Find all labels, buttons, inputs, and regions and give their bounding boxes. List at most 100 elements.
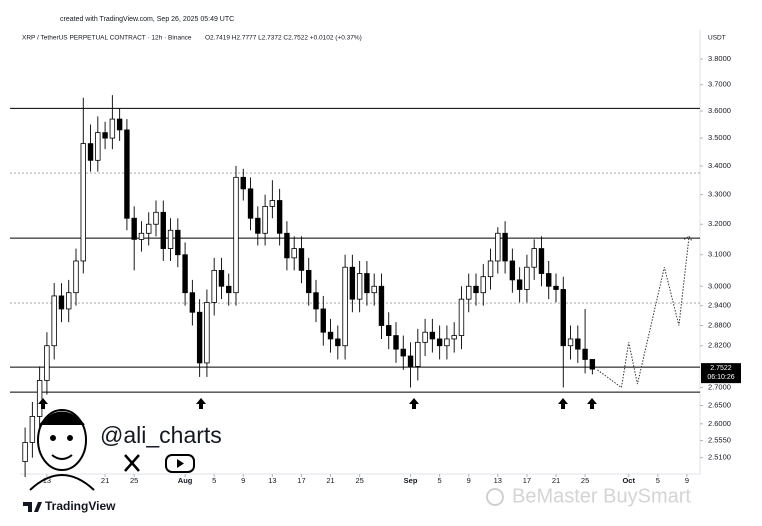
candle-body	[36, 380, 43, 417]
y-tick-label: 2.6500	[708, 400, 731, 409]
youtube-play	[177, 459, 184, 468]
projection-path	[597, 236, 690, 389]
avatar-smile	[51, 454, 73, 460]
candle-body	[313, 292, 319, 310]
y-tick-label: 3.4000	[708, 161, 731, 170]
y-tick-label: 3.1000	[708, 250, 731, 259]
symbol-header: XRP / TetherUS PERPETUAL CONTRACT · 12h …	[22, 35, 192, 42]
avatar	[29, 409, 95, 491]
x-tick-label: 17	[297, 476, 305, 485]
x-tick-label: 5	[656, 476, 660, 485]
candle-body	[415, 341, 421, 367]
candle-body	[73, 260, 79, 294]
candle-body	[400, 348, 406, 357]
y-tick-label: 3.8000	[708, 54, 731, 63]
x-tick-label: Sep	[404, 476, 418, 485]
y-tick-label: 2.6000	[708, 419, 731, 428]
candle-body	[436, 338, 443, 347]
candle-body	[320, 308, 326, 333]
brand-logo	[23, 502, 42, 512]
brand: TradingView	[45, 499, 116, 513]
y-tick-label: 2.7000	[708, 383, 731, 392]
watermark: BeMaster BuySmart	[512, 485, 691, 507]
candle-body	[589, 359, 596, 370]
candle-body	[218, 269, 225, 287]
candle-body	[116, 118, 123, 131]
candle-body	[560, 289, 566, 347]
candle-body	[407, 355, 414, 367]
created-note: created with TradingView.com, Sep 26, 20…	[60, 16, 234, 23]
x-tick-label: 9	[467, 476, 471, 485]
y-tick-label: 2.5550	[708, 436, 731, 445]
candle-body	[553, 285, 559, 290]
candle-body	[276, 200, 283, 234]
candle-body	[422, 331, 428, 343]
y-tick-label: 2.5100	[708, 453, 731, 462]
avatar-eye	[50, 435, 56, 441]
up-arrow	[558, 398, 568, 409]
candle-body	[269, 200, 276, 207]
youtube-icon	[165, 454, 195, 473]
x-tick-label: 13	[43, 476, 51, 485]
y-tick-label: 3.3000	[708, 190, 731, 199]
candle-body	[66, 292, 72, 310]
x-tick-label: 21	[326, 476, 334, 485]
candle-body	[87, 143, 94, 161]
candle-body	[51, 295, 57, 347]
candle-body	[240, 176, 246, 190]
candle-body	[233, 176, 239, 294]
y-tick-label: 3.0000	[708, 281, 731, 290]
y-tick-label: 2.9400	[708, 301, 731, 310]
candle-body	[175, 229, 181, 256]
x-tick-label: 5	[438, 476, 442, 485]
candle-body	[153, 211, 159, 225]
candle-body	[109, 118, 116, 139]
x-tick-label: 5	[212, 476, 216, 485]
avatar-eye	[67, 435, 73, 441]
x-tick-label: 21	[552, 476, 560, 485]
price-label-box	[701, 363, 741, 384]
candle-body	[516, 279, 523, 290]
candle-body	[480, 276, 486, 294]
candle-body	[342, 266, 348, 347]
candle-body	[567, 338, 574, 347]
candle-body	[284, 232, 290, 259]
price-label: 2.7522	[710, 365, 732, 372]
y-tick-label: 3.7000	[708, 80, 731, 89]
candle-body	[473, 285, 479, 294]
candle-body	[44, 345, 50, 381]
y-tick-label: 2.8200	[708, 341, 731, 350]
candle-body	[124, 129, 130, 219]
candle-body	[196, 311, 203, 364]
candle-body	[451, 335, 457, 340]
y-tick-label: 3.5000	[708, 133, 731, 142]
up-arrow	[409, 398, 419, 409]
candle-body	[226, 285, 232, 294]
x-icon	[124, 454, 140, 472]
candle-body	[262, 205, 268, 234]
up-arrow	[38, 398, 48, 409]
candle-body	[80, 143, 86, 262]
candle-body	[182, 254, 188, 294]
x-tick-label: 25	[581, 476, 589, 485]
up-arrow	[196, 398, 206, 409]
candle-body	[160, 211, 166, 249]
candle-body	[502, 232, 508, 262]
x-tick-label: Aug	[178, 476, 193, 485]
candle-body	[458, 298, 465, 336]
candle-body	[546, 273, 552, 287]
candle-body	[204, 302, 210, 364]
candle-body	[146, 223, 152, 234]
candle-body	[444, 338, 450, 347]
x-tick-label: 25	[130, 476, 138, 485]
plot	[10, 95, 700, 478]
watermark-icon	[486, 488, 504, 506]
candle-body	[524, 266, 530, 290]
candle-body	[327, 331, 334, 340]
candle-body	[378, 285, 385, 326]
y-tick-label: 2.8800	[708, 320, 731, 329]
candle-body	[291, 248, 297, 259]
projection-arrowhead	[683, 235, 693, 242]
candle-body	[298, 248, 305, 271]
